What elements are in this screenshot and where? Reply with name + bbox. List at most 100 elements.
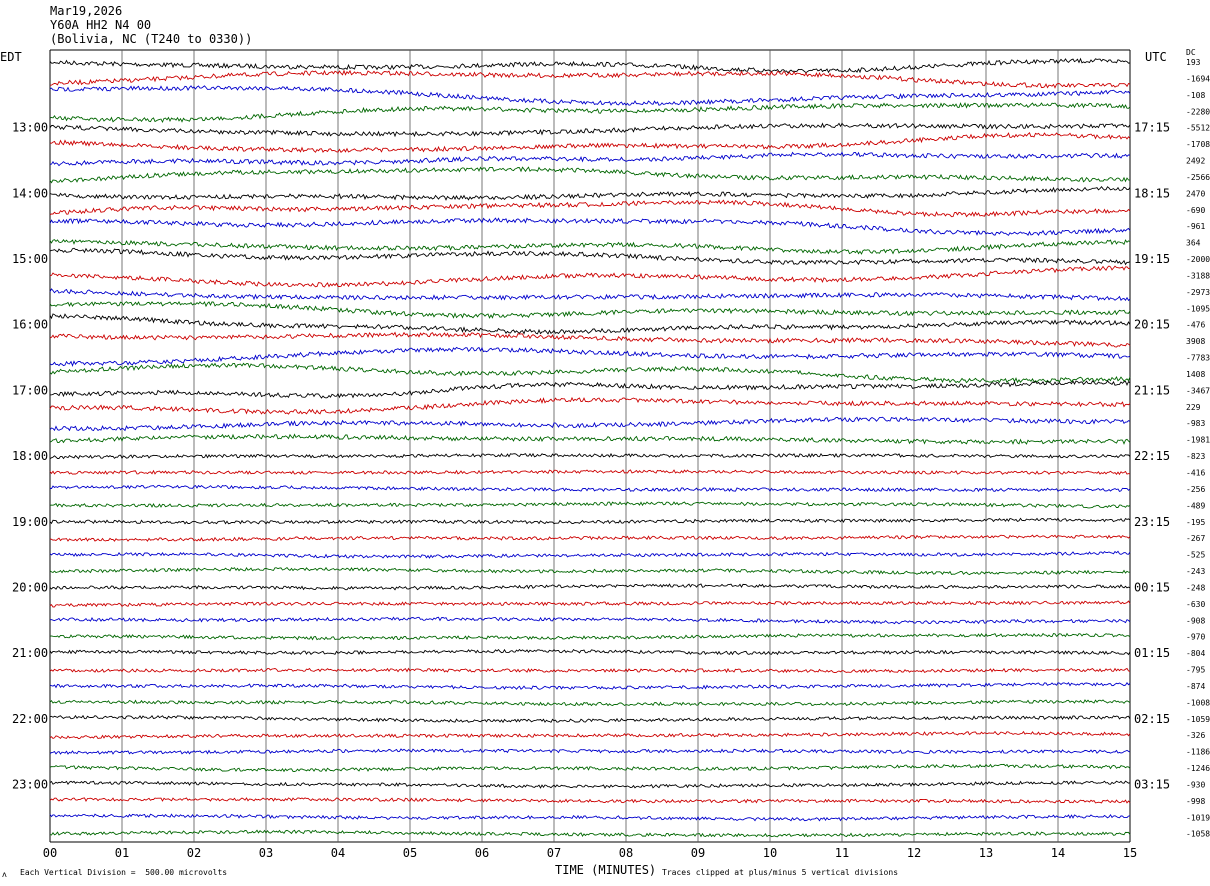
x-tick-label: 06 xyxy=(475,846,489,860)
trace-offset-label: -874 xyxy=(1186,682,1205,691)
x-tick-label: 00 xyxy=(43,846,57,860)
trace-offset-label: -998 xyxy=(1186,797,1205,806)
seismic-trace xyxy=(49,122,1131,138)
seismic-trace xyxy=(49,583,1131,591)
x-tick-label: 12 xyxy=(907,846,921,860)
trace-offset-label: -256 xyxy=(1186,485,1205,494)
seismic-trace xyxy=(50,484,1131,493)
chart-date: Mar19,2026 xyxy=(50,4,123,18)
edt-hour-label: 17:00 xyxy=(12,383,48,397)
trace-offset-label: -108 xyxy=(1186,91,1205,100)
trace-offset-label: -983 xyxy=(1186,419,1205,428)
seismic-trace xyxy=(49,57,1131,74)
trace-offset-label: -1008 xyxy=(1186,698,1210,707)
seismic-trace xyxy=(49,550,1131,559)
seismic-trace xyxy=(49,396,1131,415)
seismic-trace xyxy=(49,166,1131,184)
edt-label: EDT xyxy=(0,50,22,64)
trace-offset-label: -1019 xyxy=(1186,813,1210,822)
edt-hour-label: 22:00 xyxy=(12,712,48,726)
edt-hour-label: 19:00 xyxy=(12,515,48,529)
utc-hour-label: 18:15 xyxy=(1134,186,1170,200)
trace-offset-label: -1186 xyxy=(1186,748,1210,757)
utc-hour-label: 17:15 xyxy=(1134,121,1170,135)
seismic-trace xyxy=(49,362,1131,384)
seismic-trace xyxy=(49,813,1131,822)
seismic-trace xyxy=(49,667,1131,674)
trace-offset-label: -690 xyxy=(1186,206,1205,215)
utc-hour-label: 00:15 xyxy=(1134,580,1170,594)
utc-hour-label: 21:15 xyxy=(1134,383,1170,397)
trace-offset-label: -243 xyxy=(1186,567,1205,576)
seismic-trace xyxy=(49,433,1131,445)
seismic-trace xyxy=(49,566,1130,576)
x-tick-label: 14 xyxy=(1051,846,1065,860)
edt-hour-label: 13:00 xyxy=(12,121,48,135)
seismic-trace xyxy=(49,748,1131,755)
seismic-trace xyxy=(49,681,1131,690)
trace-offset-label: 2470 xyxy=(1186,189,1205,198)
trace-offset-label: -795 xyxy=(1186,666,1205,675)
seismic-trace xyxy=(49,380,1131,399)
station-location: (Bolivia, NC (T240 to 0330)) xyxy=(50,32,253,46)
trace-offset-label: -2973 xyxy=(1186,288,1210,297)
trace-offset-label: -630 xyxy=(1186,600,1205,609)
trace-offset-label: 3908 xyxy=(1186,337,1205,346)
trace-offset-label: -1694 xyxy=(1186,74,1210,83)
trace-offset-label: 2492 xyxy=(1186,157,1205,166)
x-tick-label: 11 xyxy=(835,846,849,860)
x-tick-label: 01 xyxy=(115,846,129,860)
trace-offset-label: -416 xyxy=(1186,469,1205,478)
seismic-trace xyxy=(49,102,1131,124)
station-id: Y60A HH2 N4 00 xyxy=(50,18,152,32)
seismic-trace xyxy=(49,699,1131,707)
edt-hour-label: 15:00 xyxy=(12,252,48,266)
trace-offset-label: -930 xyxy=(1186,780,1205,789)
trace-offset-label: 364 xyxy=(1186,239,1201,248)
trace-offset-label: -525 xyxy=(1186,551,1205,560)
seismic-trace xyxy=(49,452,1131,460)
seismic-trace xyxy=(49,797,1131,804)
x-tick-label: 13 xyxy=(979,846,993,860)
edt-hour-label: 18:00 xyxy=(12,449,48,463)
trace-offset-label: -3467 xyxy=(1186,386,1210,395)
seismic-trace xyxy=(49,416,1131,432)
x-tick-label: 05 xyxy=(403,846,417,860)
x-tick-label: 09 xyxy=(691,846,705,860)
dc-label: DC xyxy=(1186,48,1196,57)
seismic-trace xyxy=(49,185,1131,201)
utc-hour-label: 22:15 xyxy=(1134,449,1170,463)
x-tick-label: 03 xyxy=(259,846,273,860)
seismic-trace xyxy=(49,288,1131,302)
trace-offset-label: -961 xyxy=(1186,222,1205,231)
seismic-trace xyxy=(49,132,1131,154)
seismic-trace xyxy=(49,714,1131,724)
trace-offset-label: -1095 xyxy=(1186,304,1210,313)
x-tick-label: 08 xyxy=(619,846,633,860)
trace-offset-label: -248 xyxy=(1186,583,1205,592)
utc-hour-label: 19:15 xyxy=(1134,252,1170,266)
seismic-trace xyxy=(49,469,1131,476)
seismic-trace xyxy=(49,648,1131,656)
trace-offset-label: -2280 xyxy=(1186,107,1210,116)
x-axis-title: TIME (MINUTES) xyxy=(555,863,657,877)
trace-offset-label: -970 xyxy=(1186,633,1205,642)
clip-note: Traces clipped at plus/minus 5 vertical … xyxy=(662,868,899,877)
seismic-trace xyxy=(49,313,1131,335)
trace-offset-label: -2000 xyxy=(1186,255,1210,264)
x-tick-label: 07 xyxy=(547,846,561,860)
trace-offset-label: -1981 xyxy=(1186,436,1210,445)
seismic-trace xyxy=(49,247,1131,266)
utc-hour-label: 23:15 xyxy=(1134,515,1170,529)
utc-hour-label: 01:15 xyxy=(1134,646,1170,660)
trace-offset-label: -5512 xyxy=(1186,124,1210,133)
utc-hour-label: 20:15 xyxy=(1134,318,1170,332)
trace-offset-label: -1059 xyxy=(1186,715,1210,724)
trace-offset-label: -267 xyxy=(1186,534,1205,543)
seismic-trace xyxy=(49,69,1131,89)
seismic-trace xyxy=(49,616,1131,625)
scale-note: Each Vertical Division = 500.00 microvol… xyxy=(20,868,228,877)
trace-offset-label: -476 xyxy=(1186,321,1205,330)
seismic-trace xyxy=(49,780,1131,789)
